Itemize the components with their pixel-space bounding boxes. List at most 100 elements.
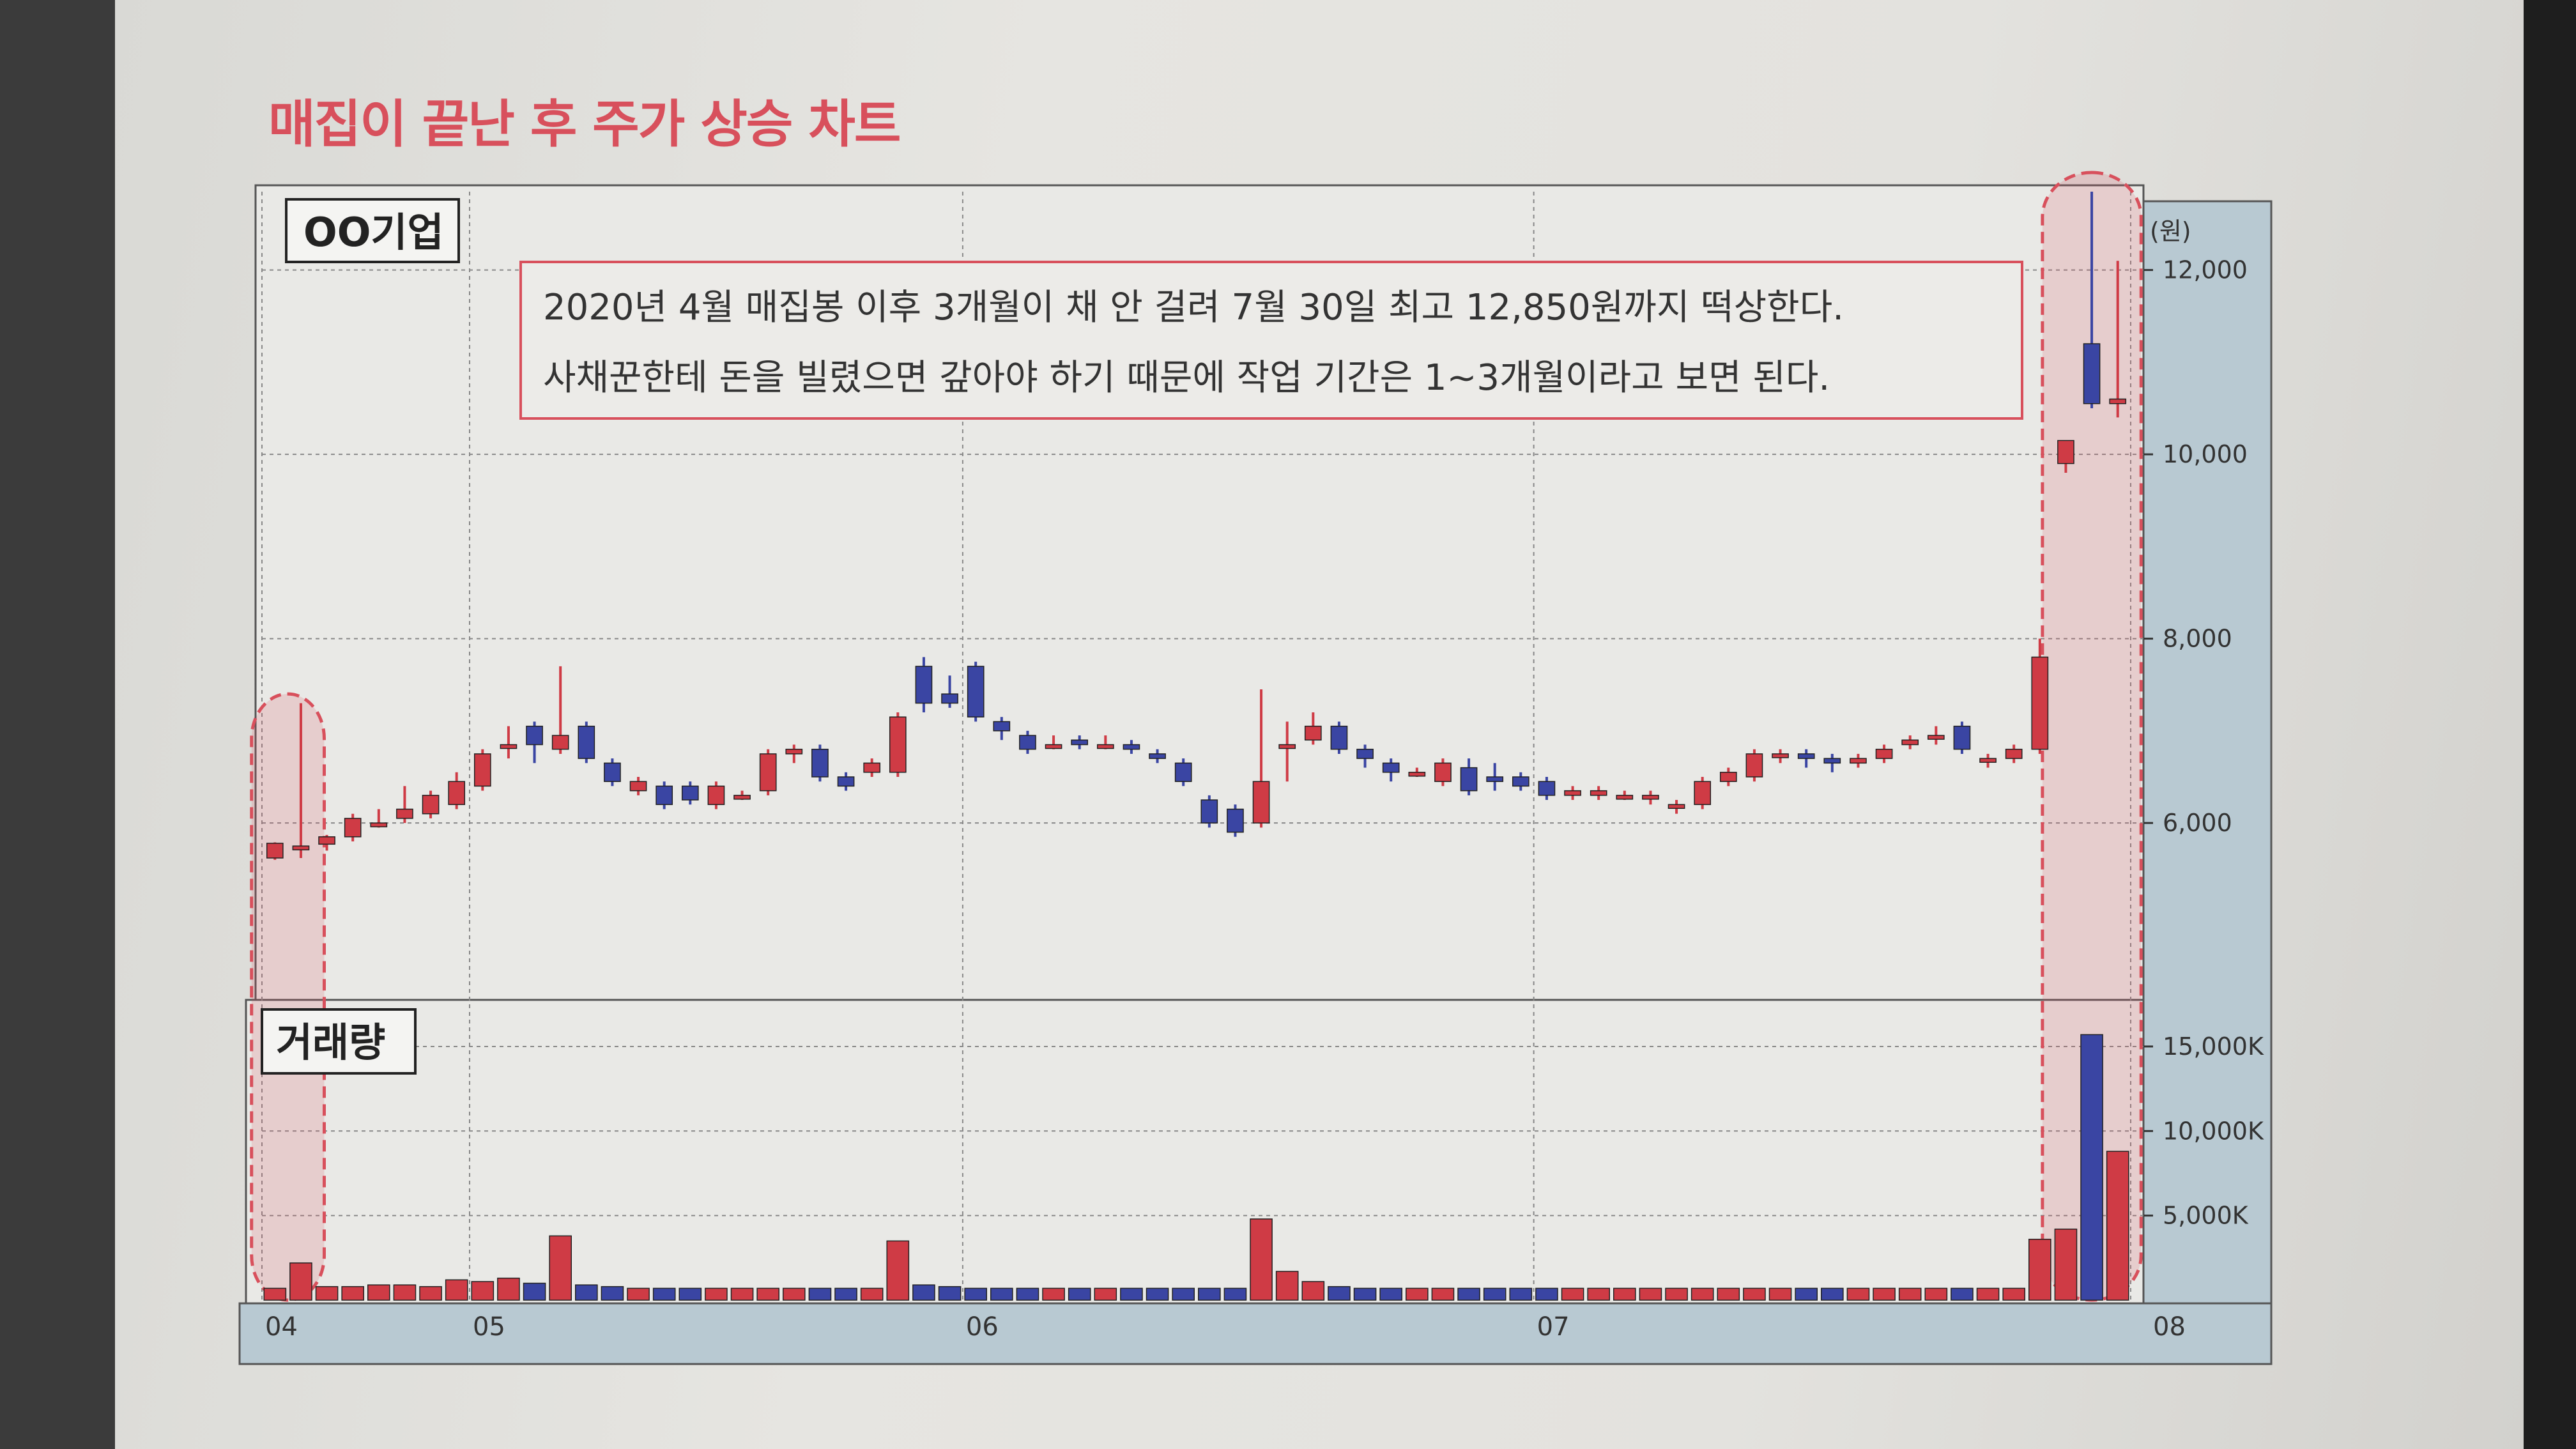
candle	[526, 721, 543, 763]
price-tick-label: 10,000	[2163, 440, 2248, 468]
volume-bar	[1690, 1287, 1714, 1301]
volume-axis-ticks: 15,000K 10,000K 5,000K	[2143, 1032, 2264, 1230]
volume-bar	[2054, 1229, 2078, 1301]
volume-bar	[419, 1286, 442, 1301]
price-axis-ticks: 12,000 10,000 8,000 6,000	[2143, 256, 2248, 837]
candle	[318, 834, 335, 851]
candle-body	[422, 795, 440, 815]
annotation-line-1: 2020년 4월 매집봉 이후 3개월이 채 안 걸려 7월 30일 최고 12…	[543, 287, 1844, 328]
volume-bar	[523, 1282, 546, 1301]
candle	[1745, 749, 1763, 782]
candles	[266, 192, 2127, 860]
candle-body	[1979, 758, 1997, 763]
candle-body	[1616, 795, 1634, 800]
volume-bar	[1250, 1218, 1273, 1301]
candle-body	[1512, 776, 1529, 787]
candle-body	[1123, 744, 1140, 750]
volume-bar	[627, 1287, 650, 1301]
volume-bar	[2106, 1151, 2129, 1301]
volume-bar	[367, 1284, 390, 1301]
candle	[1278, 721, 1296, 782]
candle-body	[473, 753, 491, 787]
candle	[1019, 730, 1036, 754]
candle-body	[1045, 744, 1062, 749]
volume-bar	[471, 1281, 494, 1301]
volume-bar	[730, 1287, 754, 1301]
volume-label: 거래량	[276, 1019, 385, 1066]
candle	[941, 675, 958, 708]
candle	[1382, 758, 1400, 782]
candle	[604, 758, 621, 786]
volume-bar	[289, 1262, 312, 1301]
volume-bar	[549, 1235, 572, 1301]
candle-body	[551, 735, 569, 750]
x-tick-label: 08	[2153, 1312, 2186, 1342]
candle	[1227, 804, 1244, 837]
volume-bar	[393, 1284, 417, 1301]
candle-body	[1356, 748, 1374, 759]
candle	[1096, 735, 1114, 749]
candle-body	[1408, 772, 1426, 777]
candle-body	[759, 753, 777, 792]
volume-bar	[756, 1287, 779, 1301]
candle-body	[2057, 440, 2074, 464]
candle-body	[500, 744, 518, 749]
volume-bar	[1898, 1287, 1922, 1301]
volume-bar	[1379, 1287, 1402, 1301]
volume-bar	[964, 1287, 987, 1301]
volume-bar	[1120, 1287, 1143, 1301]
candle-body	[1486, 776, 1504, 782]
candle	[967, 661, 985, 722]
candle-body	[318, 836, 335, 845]
candle	[1200, 795, 1218, 828]
volume-bar	[1275, 1271, 1299, 1301]
candle-body	[292, 845, 310, 850]
volume-bar	[1821, 1287, 1844, 1301]
annotation-box	[519, 261, 2023, 420]
candle-body	[1642, 795, 1659, 800]
candle	[656, 781, 673, 809]
volume-bar	[263, 1287, 287, 1301]
candle-body	[448, 781, 466, 806]
volume-bar	[1873, 1287, 1896, 1301]
candle-body	[993, 721, 1011, 732]
price-tick-label: 6,000	[2163, 809, 2232, 837]
candle	[1252, 689, 1270, 828]
candle-body	[1590, 790, 1607, 796]
candle	[396, 786, 413, 824]
volume-bar	[705, 1287, 728, 1301]
candle-body	[1252, 781, 1270, 824]
candle	[370, 809, 388, 828]
volume-bar	[1768, 1287, 1792, 1301]
candle	[2005, 744, 2023, 763]
candle-body	[967, 666, 985, 717]
company-label: OO기업	[303, 209, 444, 256]
candle-body	[811, 748, 829, 778]
volume-bar	[1016, 1287, 1039, 1301]
volume-bar	[834, 1287, 857, 1301]
candle	[1564, 786, 1581, 801]
candle-body	[526, 725, 543, 746]
volume-bar	[990, 1287, 1013, 1301]
candle-body	[707, 785, 725, 806]
candle-body	[941, 693, 958, 704]
candle	[551, 666, 569, 754]
candle	[1408, 767, 1426, 778]
candle-body	[266, 843, 284, 859]
candle-body	[1071, 739, 1089, 746]
candle-body	[915, 666, 933, 704]
candle	[733, 790, 751, 801]
candle	[1538, 777, 1556, 801]
volume-bar	[1094, 1287, 1117, 1301]
candle-body	[1538, 781, 1556, 796]
volume-bar	[315, 1286, 339, 1301]
candle	[837, 772, 855, 791]
price-unit: (원)	[2150, 217, 2191, 245]
candle-body	[1901, 739, 1919, 746]
candle-body	[1227, 808, 1244, 833]
candle-body	[396, 808, 413, 819]
candle	[1875, 744, 1893, 763]
x-axis-strip	[238, 1302, 2273, 1365]
volume-bar	[1406, 1287, 1429, 1301]
